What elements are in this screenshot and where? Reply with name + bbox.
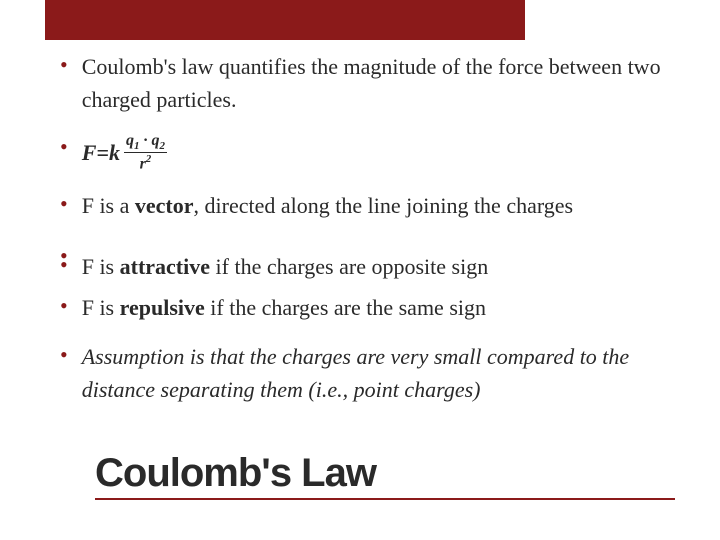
bullet-text-2: F is a vector, directed along the line j… — [82, 189, 573, 222]
slide-title-area: Coulomb's Law — [95, 451, 675, 500]
bullet-item-5: • Assumption is that the charges are ver… — [60, 340, 680, 406]
bullet-text-5: Assumption is that the charges are very … — [82, 340, 680, 406]
bullet-text-4: F is repulsive if the charges are the sa… — [82, 291, 486, 324]
bullet-marker: • — [60, 291, 68, 322]
bullet-text-1: Coulomb's law quantifies the magnitude o… — [82, 50, 680, 116]
bullet-item-3: • F is attractive if the charges are opp… — [60, 250, 680, 283]
coulomb-formula: F = k q1 · q2 r2 — [82, 132, 167, 173]
bullet-item-2: • F is a vector, directed along the line… — [60, 189, 680, 222]
title-underline — [95, 498, 675, 500]
bullet-marker: • — [60, 340, 68, 371]
bullet-marker: • — [60, 189, 68, 220]
slide-content: • Coulomb's law quantifies the magnitude… — [60, 50, 680, 410]
bullet-item-formula: • F = k q1 · q2 r2 — [60, 132, 680, 173]
bullet-text-3: F is attractive if the charges are oppos… — [82, 250, 489, 283]
slide-title: Coulomb's Law — [95, 451, 675, 496]
bullet-item-1: • Coulomb's law quantifies the magnitude… — [60, 50, 680, 116]
stray-bullet-marker: • — [60, 243, 68, 269]
header-accent-bar — [45, 0, 525, 40]
bullet-marker: • — [60, 132, 68, 163]
bullet-marker: • — [60, 50, 68, 81]
bullet-item-4: • F is repulsive if the charges are the … — [60, 291, 680, 324]
